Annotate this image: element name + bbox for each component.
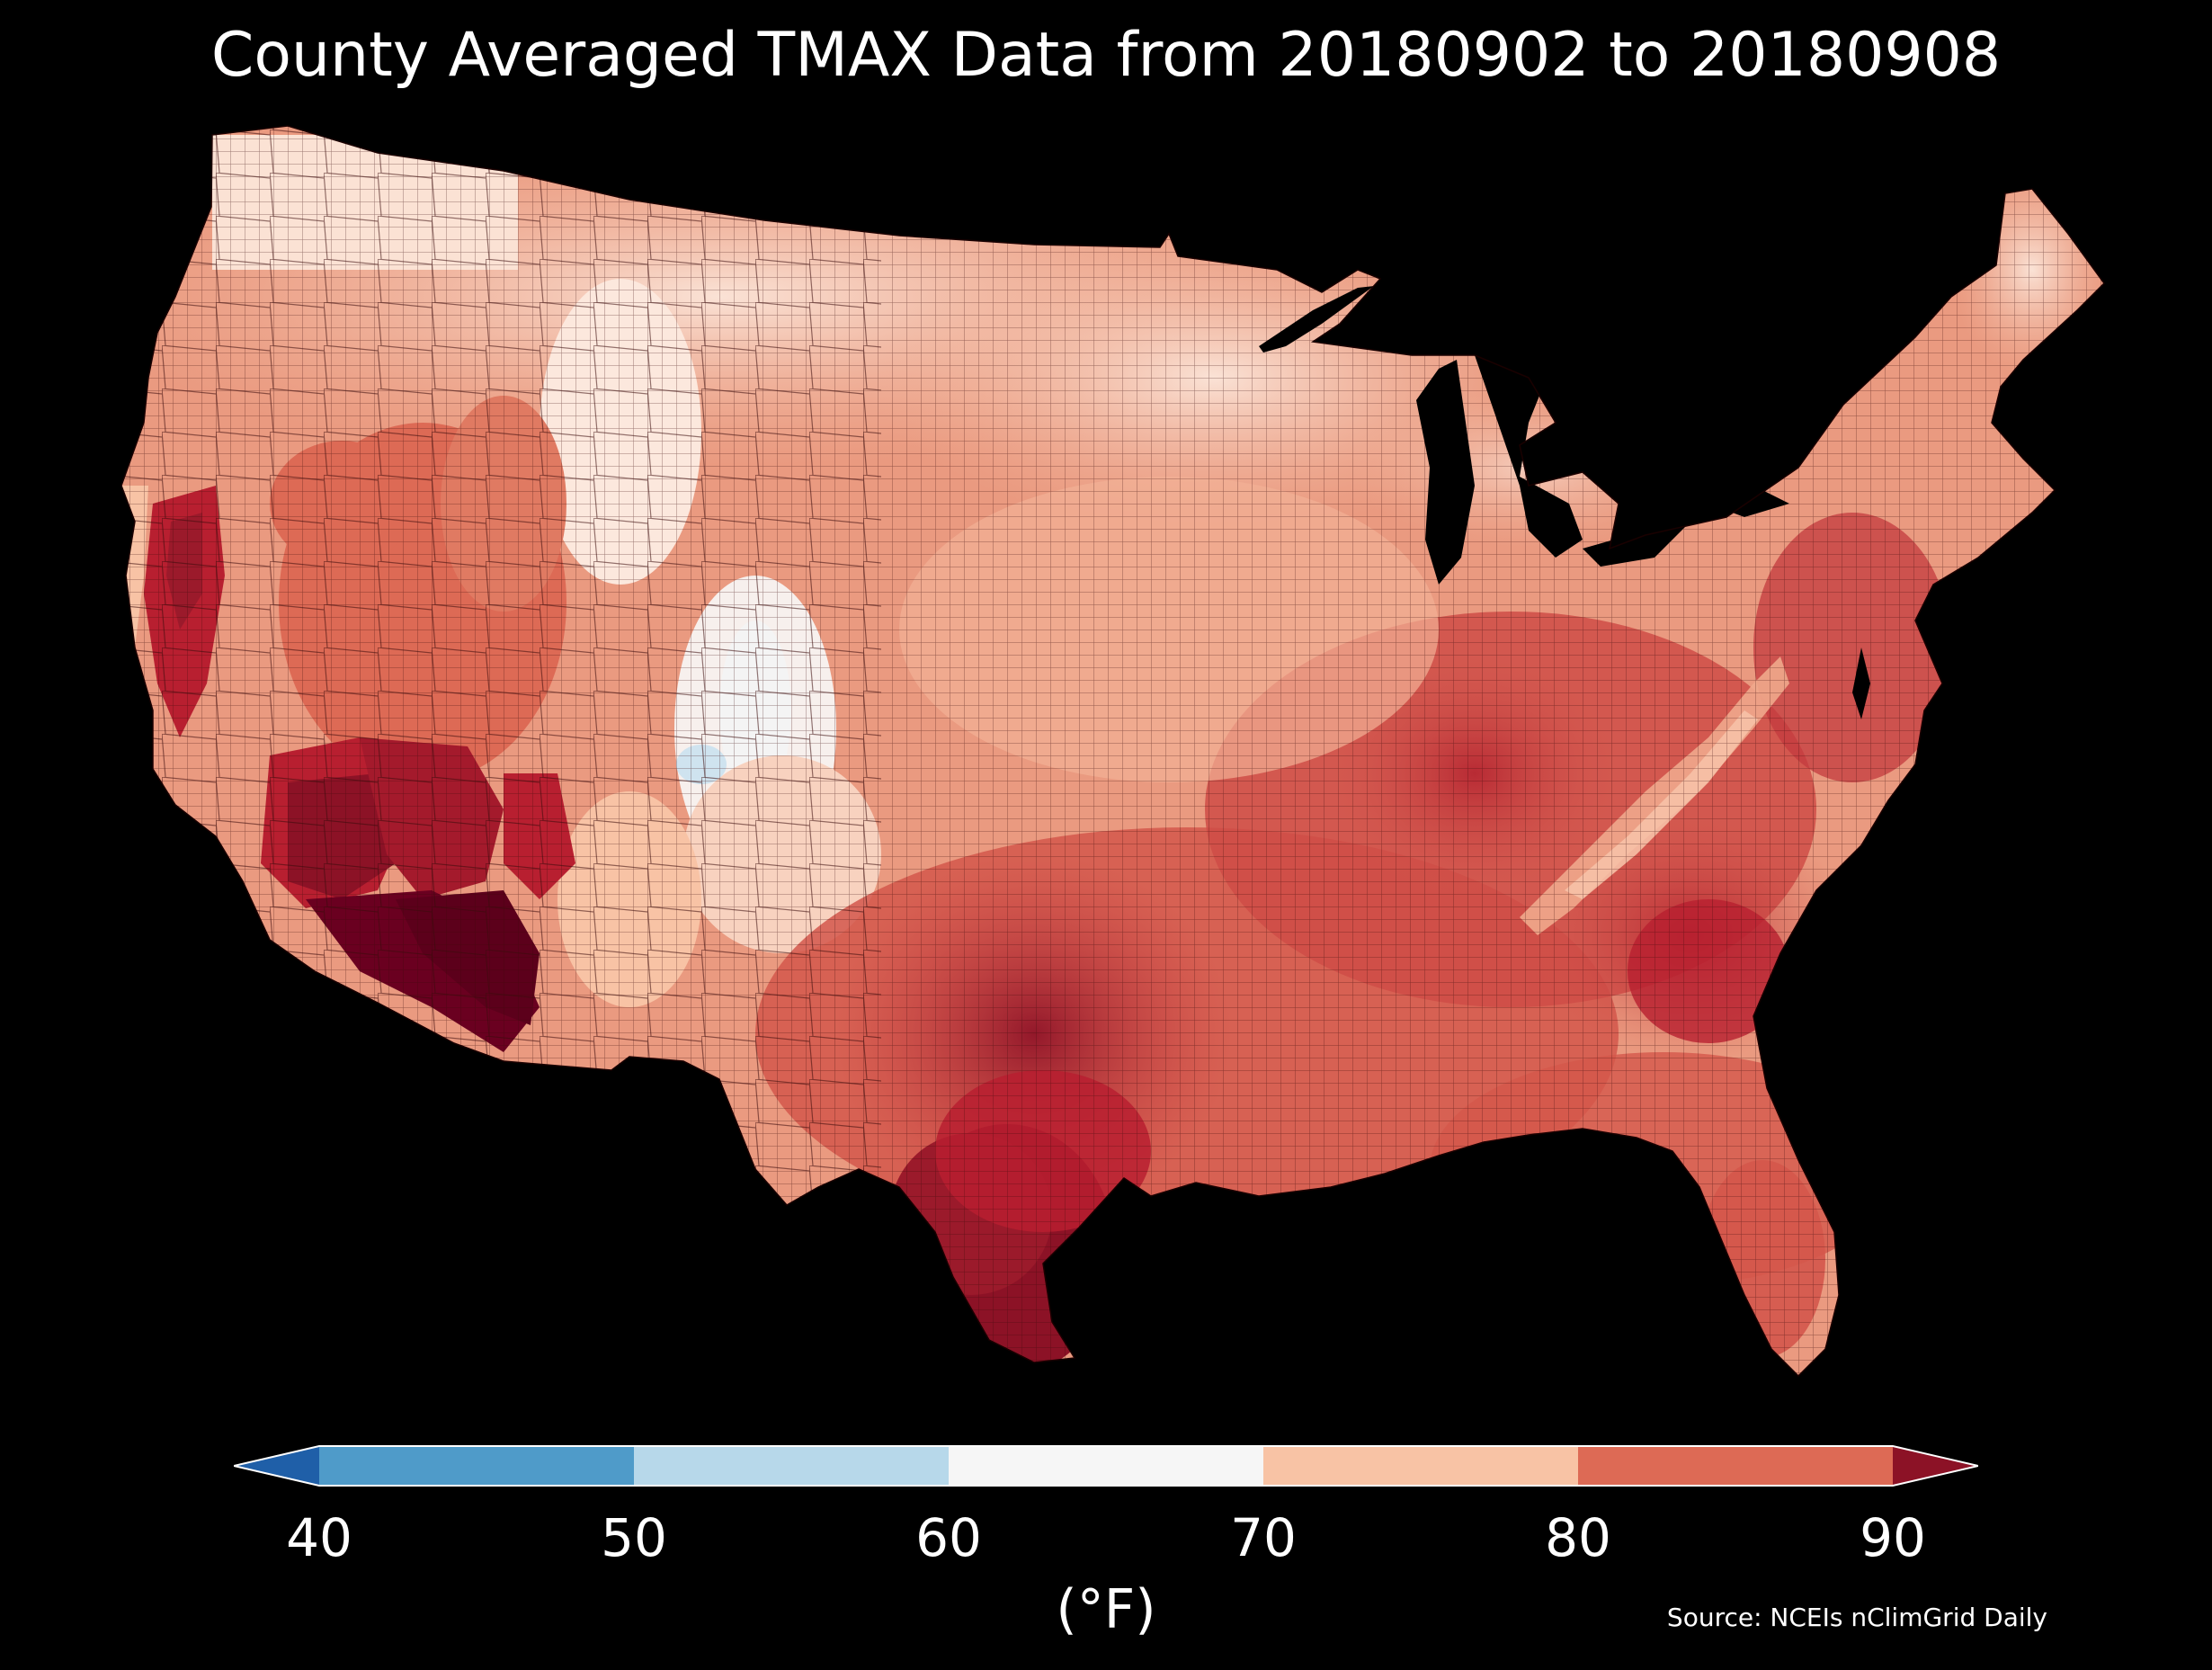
colorbar-unit-label: (°F) — [1056, 1578, 1156, 1641]
colorbar-bin-70-80 — [1263, 1446, 1578, 1486]
colorbar-tick-90: 90 — [1860, 1507, 1926, 1568]
colorbar — [234, 1445, 1978, 1487]
colorbar-tick-60: 60 — [915, 1507, 982, 1568]
colorbar-outline — [234, 1445, 1978, 1487]
colorbar-extend-low — [234, 1446, 319, 1486]
colorbar-tick-50: 50 — [601, 1507, 667, 1568]
colorbar-tick-80: 80 — [1545, 1507, 1611, 1568]
colorbar-bin-40-50 — [319, 1446, 634, 1486]
source-note: Source: NCEIs nClimGrid Daily — [1666, 1603, 2047, 1632]
colorbar-bin-80-90 — [1578, 1446, 1893, 1486]
map-title: County Averaged TMAX Data from 20180902 … — [210, 20, 2002, 91]
colorbar-tick-40: 40 — [286, 1507, 352, 1568]
colorbar-extend-high — [1893, 1446, 1978, 1486]
colorbar-tick-70: 70 — [1230, 1507, 1297, 1568]
colorbar-bin-60-70 — [949, 1446, 1263, 1486]
colorbar-bin-50-60 — [634, 1446, 949, 1486]
